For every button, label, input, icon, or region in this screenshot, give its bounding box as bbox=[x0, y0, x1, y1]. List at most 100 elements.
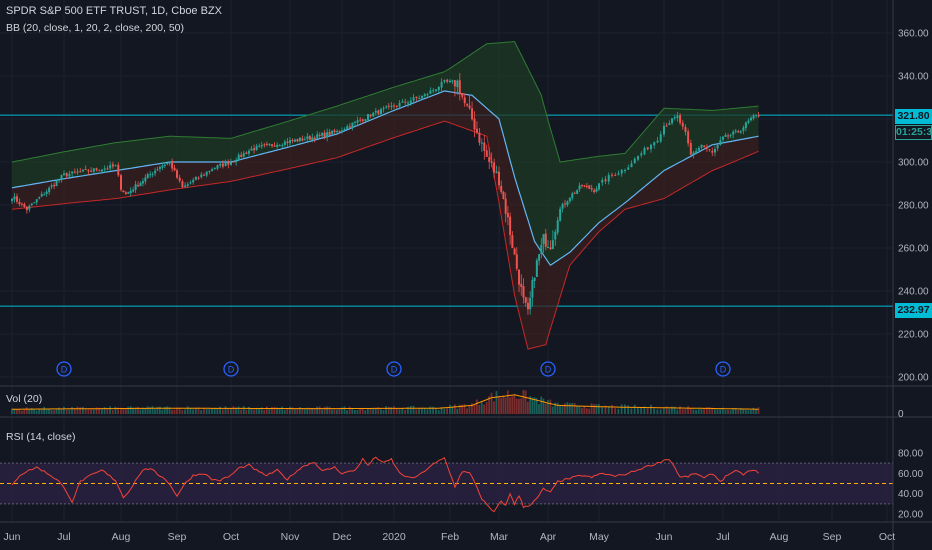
volume-bar bbox=[509, 397, 511, 414]
volume-bar bbox=[689, 408, 692, 414]
candle-body bbox=[341, 130, 343, 133]
candle-body bbox=[87, 170, 90, 172]
candle-body bbox=[276, 144, 279, 147]
volume-bar bbox=[643, 406, 646, 414]
candle-body bbox=[544, 233, 547, 247]
volume-bar bbox=[245, 409, 248, 414]
volume-bar bbox=[356, 410, 359, 414]
volume-bar bbox=[276, 407, 278, 414]
volume-bar bbox=[692, 409, 695, 414]
candle-body bbox=[73, 171, 76, 173]
time-tick-label: Sep bbox=[168, 531, 187, 543]
volume-bar bbox=[744, 409, 747, 414]
time-tick-label: Dec bbox=[333, 531, 352, 543]
candle-body bbox=[423, 94, 426, 96]
volume-bar bbox=[48, 409, 50, 414]
candle-body bbox=[367, 114, 369, 120]
volume-bar bbox=[559, 405, 561, 414]
candle-body bbox=[71, 171, 74, 174]
candle-body bbox=[643, 148, 646, 155]
candle-body bbox=[258, 145, 261, 147]
candle-body bbox=[109, 165, 112, 169]
volume-bar bbox=[211, 408, 213, 414]
volume-bar bbox=[260, 407, 263, 414]
candle-body bbox=[101, 169, 103, 172]
price-tick-label: 240.00 bbox=[898, 287, 929, 298]
volume-bar bbox=[524, 390, 527, 414]
bb-indicator-label[interactable]: BB (20, close, 1, 20, 2, close, 200, 50) bbox=[6, 22, 185, 34]
volume-bar bbox=[585, 408, 588, 414]
candle-body bbox=[154, 170, 157, 174]
volume-indicator-label[interactable]: Vol (20) bbox=[6, 393, 43, 405]
candle-body bbox=[60, 175, 63, 181]
candle-body bbox=[333, 130, 336, 133]
candle-body bbox=[435, 89, 437, 91]
volume-bar bbox=[361, 407, 364, 414]
volume-bar bbox=[561, 406, 564, 414]
candle-body bbox=[437, 87, 440, 91]
volume-bar bbox=[547, 399, 549, 414]
volume-bar bbox=[593, 404, 595, 414]
volume-bar bbox=[566, 402, 569, 414]
volume-bar bbox=[542, 398, 545, 414]
candle-body bbox=[650, 144, 652, 150]
volume-bar bbox=[263, 409, 266, 414]
candle-body bbox=[668, 123, 671, 125]
candle-body bbox=[79, 171, 82, 173]
candle-body bbox=[630, 163, 633, 168]
volume-bar bbox=[132, 407, 134, 414]
candle-body bbox=[124, 192, 127, 194]
volume-bar bbox=[656, 409, 659, 414]
volume-bar bbox=[681, 409, 684, 414]
volume-bar bbox=[253, 409, 255, 414]
candle-body bbox=[377, 110, 380, 115]
candle-body bbox=[542, 234, 545, 244]
volume-bar bbox=[668, 408, 671, 414]
volume-bar bbox=[663, 407, 665, 414]
volume-bar bbox=[520, 398, 523, 414]
candle-body bbox=[369, 114, 372, 117]
candle-body bbox=[132, 189, 135, 192]
volume-bar bbox=[475, 399, 478, 414]
candle-body bbox=[33, 202, 36, 204]
candle-body bbox=[192, 179, 195, 183]
bar-countdown-tag: 01:25:38 bbox=[895, 125, 932, 140]
volume-bar bbox=[604, 405, 607, 414]
candle-body bbox=[471, 108, 474, 120]
volume-bar bbox=[700, 409, 703, 414]
volume-bar bbox=[526, 401, 529, 414]
candle-body bbox=[227, 162, 230, 165]
candle-body bbox=[235, 160, 238, 163]
rsi-indicator-label[interactable]: RSI (14, close) bbox=[6, 431, 76, 443]
candle-body bbox=[173, 167, 176, 171]
time-tick-label: Oct bbox=[879, 531, 895, 543]
candle-body bbox=[271, 144, 274, 146]
time-axis[interactable]: Jun Jul Aug Sep Oct Nov Dec 2020 Feb Mar Apr May Jun… bbox=[4, 531, 896, 543]
volume-bar bbox=[82, 406, 84, 414]
candle-body bbox=[509, 216, 512, 235]
volume-bar bbox=[296, 408, 299, 414]
volume-bar bbox=[409, 405, 412, 414]
volume-bar bbox=[711, 407, 714, 414]
volume-bar bbox=[124, 408, 127, 414]
candle-body bbox=[684, 126, 687, 132]
volume-bar bbox=[724, 409, 727, 414]
volume-bar bbox=[387, 406, 390, 414]
candle-body bbox=[665, 125, 668, 127]
candle-body bbox=[453, 80, 456, 87]
symbol-title[interactable]: SPDR S&P 500 ETF TRUST, 1D, Cboe BZX bbox=[6, 5, 223, 17]
volume-bar bbox=[90, 408, 92, 414]
volume-bar bbox=[205, 408, 208, 414]
time-tick-label: Jun bbox=[4, 531, 21, 543]
volume-bar bbox=[73, 408, 76, 414]
candle-body bbox=[50, 185, 53, 187]
candle-body bbox=[656, 140, 659, 143]
candle-body bbox=[671, 118, 674, 124]
volume-bar bbox=[671, 406, 673, 414]
volume-bar bbox=[576, 406, 578, 414]
candle-body bbox=[161, 165, 164, 168]
candle-body bbox=[129, 190, 132, 194]
candle-body bbox=[176, 170, 178, 178]
